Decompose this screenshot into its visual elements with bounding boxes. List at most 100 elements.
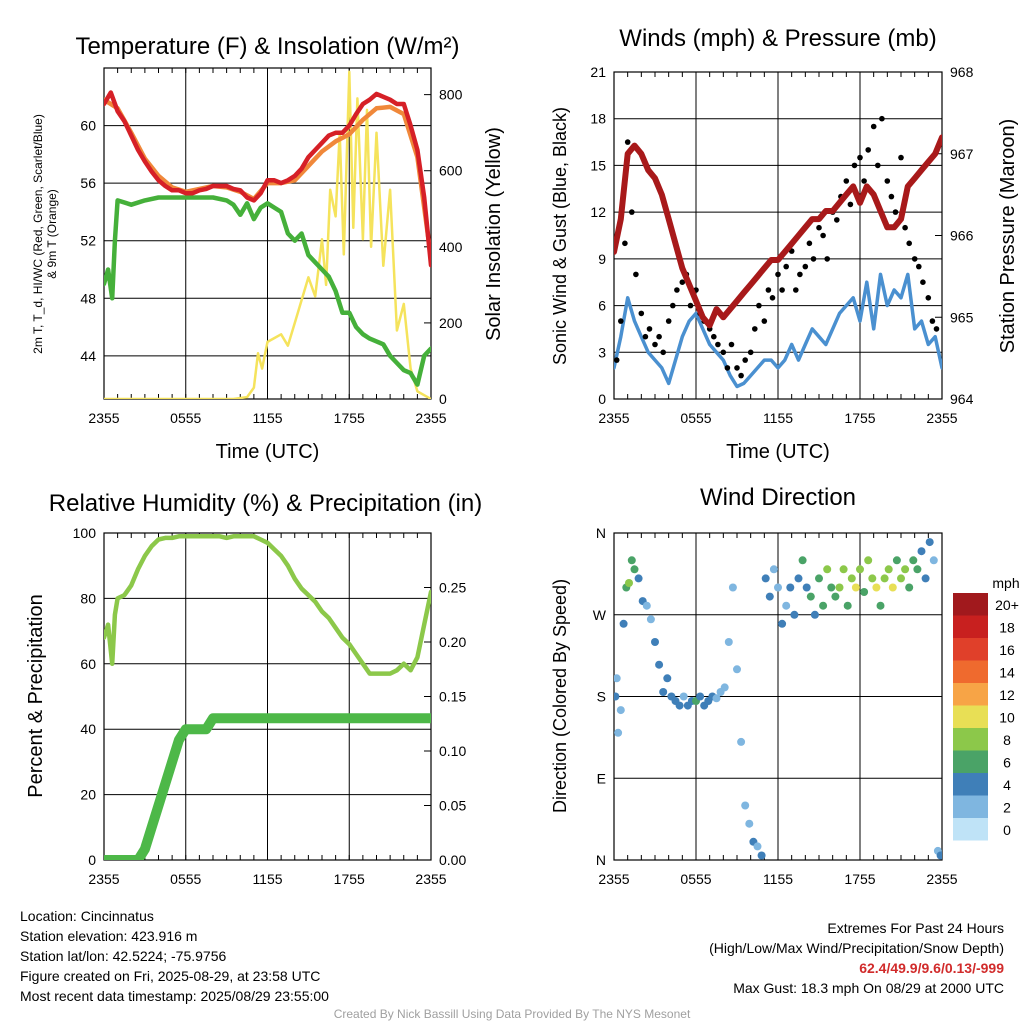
solar-series	[104, 70, 431, 399]
direction-point	[625, 579, 633, 587]
plot-frame	[613, 71, 943, 400]
gust-point	[834, 217, 840, 223]
x-tick-label: 2355	[598, 410, 629, 426]
y2-tick-label: 0.20	[439, 634, 466, 650]
gust-point	[674, 287, 680, 293]
gust-point	[679, 279, 686, 286]
gust-point	[843, 178, 850, 184]
direction-point	[860, 588, 869, 596]
x-tick-label: 1755	[844, 871, 875, 887]
direction-point	[888, 583, 897, 592]
x-tick-label: 0555	[680, 871, 711, 887]
winds-panel: 2355 0555 1155 1755 2355 0 3 6 9 12 15 18 21 964 965 96…	[590, 64, 973, 426]
direction-point	[839, 565, 848, 574]
direction-point	[782, 601, 791, 610]
legend-swatch	[953, 818, 988, 841]
direction-point	[659, 688, 668, 696]
y-tick-label: 100	[73, 525, 97, 541]
direction-point	[634, 574, 643, 583]
gust-point	[892, 209, 899, 215]
gust-point	[761, 318, 768, 324]
y2-tick-label: 0.05	[439, 798, 466, 814]
gust-point	[884, 178, 891, 184]
gust-point	[756, 302, 762, 309]
precip-series	[104, 713, 431, 860]
gust-point	[793, 287, 799, 293]
plot-frame	[103, 67, 432, 400]
gust-point	[879, 115, 885, 122]
gust-point	[779, 287, 785, 293]
legend-label: 18	[999, 620, 1015, 636]
direction-point	[905, 583, 914, 592]
gust-point	[861, 178, 867, 184]
legend-label: 4	[1003, 777, 1011, 793]
gust-point	[660, 349, 666, 356]
location-text: Location: Cincinnatus	[20, 908, 154, 924]
gust-point	[902, 224, 908, 231]
direction-point	[872, 583, 881, 592]
winds-series	[614, 115, 942, 389]
gust-point	[888, 193, 895, 200]
temperature-xlabel: Time (UTC)	[216, 441, 320, 463]
gust-point	[806, 240, 813, 247]
x-tick-label: 0555	[170, 871, 201, 887]
x-tick-label: 2355	[415, 871, 446, 887]
humidity-panel: 2355 0555 1155 1755 2355 0 20 40 60 80 100 0.00 0.05…	[73, 525, 467, 887]
gust-point	[618, 318, 624, 324]
legend-swatch	[953, 615, 988, 638]
direction-point	[745, 819, 754, 828]
direction-point	[921, 574, 930, 583]
station-info: Location: Cincinnatus Station elevation:…	[20, 906, 329, 1006]
humidity-series	[104, 534, 431, 860]
gust-point	[624, 139, 631, 145]
legend-label: 10	[999, 710, 1015, 726]
gust-point	[797, 271, 803, 278]
gust-point	[720, 349, 727, 356]
direction-point	[646, 615, 655, 624]
gust-point	[715, 341, 721, 348]
y2-tick-label: 966	[950, 228, 974, 244]
gust-point	[802, 263, 809, 270]
gust-point	[622, 240, 628, 247]
gust-point	[670, 302, 676, 309]
extremes-values: 62.4/49.9/9.6/0.13/-999	[859, 960, 1004, 976]
direction-point	[868, 574, 877, 583]
y-tick-label: 60	[80, 118, 96, 134]
gust-point	[742, 357, 748, 363]
temperature-title: Temperature (F) & Insolation (W/m²)	[75, 33, 459, 60]
y-tick-label: E	[597, 770, 606, 786]
legend-swatch	[953, 638, 988, 661]
gust-point	[820, 232, 826, 239]
y2-tick-label: 965	[950, 309, 974, 325]
direction-point	[741, 801, 750, 810]
direction-point	[616, 706, 625, 715]
y2-tick-label: 968	[950, 64, 974, 80]
gust-point	[775, 271, 781, 278]
y2-tick-label: 600	[439, 163, 463, 179]
gust-point	[911, 256, 918, 262]
winds-ylabel: Sonic Wind & Gust (Blue, Black)	[550, 107, 570, 365]
direction-point	[897, 574, 905, 583]
legend-label: 6	[1003, 755, 1011, 771]
direction-point	[929, 556, 938, 565]
direction-series	[614, 538, 942, 860]
x-tick-label: 2355	[598, 871, 629, 887]
direction-point	[864, 556, 873, 565]
gust-point	[752, 326, 758, 332]
gust-point	[769, 295, 776, 301]
gust-point	[728, 341, 735, 348]
y2-tick-label: 0.00	[439, 852, 466, 868]
gust-point	[925, 295, 932, 301]
y2-tick-label: 0	[439, 391, 447, 407]
y-tick-label: 15	[590, 157, 606, 173]
direction-point	[679, 692, 688, 701]
gust-point	[857, 154, 863, 161]
gust-point	[824, 256, 830, 262]
created-text: Figure created on Fri, 2025-08-29, at 23…	[20, 968, 321, 984]
legend-swatch	[953, 660, 988, 683]
wind-speed-series	[614, 272, 942, 389]
y-tick-label: 0	[598, 391, 606, 407]
gust-point	[614, 357, 620, 363]
y-tick-label: N	[596, 525, 606, 541]
direction-point	[884, 565, 893, 574]
